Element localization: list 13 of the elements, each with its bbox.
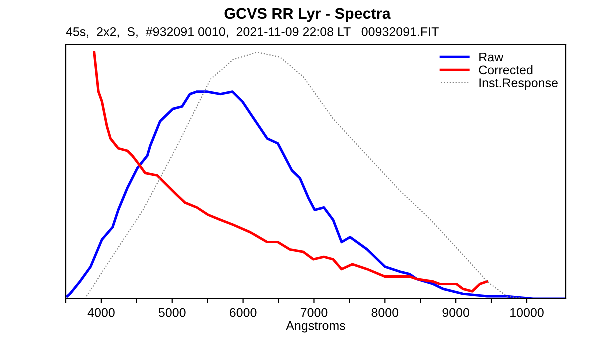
x-tick-label: 10000 (510, 308, 544, 318)
x-tick-label: 6000 (230, 308, 257, 318)
x-tick-label: 8000 (372, 308, 399, 318)
chart-title: GCVS RR Lyr - Spectra (224, 8, 391, 22)
legend-label: Inst.Response (480, 78, 558, 90)
legend-label: Raw (480, 52, 504, 62)
x-tick-label: 4000 (88, 308, 115, 318)
x-tick-label: 5000 (158, 308, 186, 318)
x-tick-label: 9000 (442, 308, 470, 318)
legend-label: Corrected (479, 65, 533, 75)
chart-subtitle: 45s, 2x2, S, #932091 0010, 2021-11-09 22:08 LT 00932091.FIT (66, 28, 439, 38)
x-tick-label: 7000 (300, 308, 328, 318)
x-axis-title: Angstroms (286, 322, 346, 333)
